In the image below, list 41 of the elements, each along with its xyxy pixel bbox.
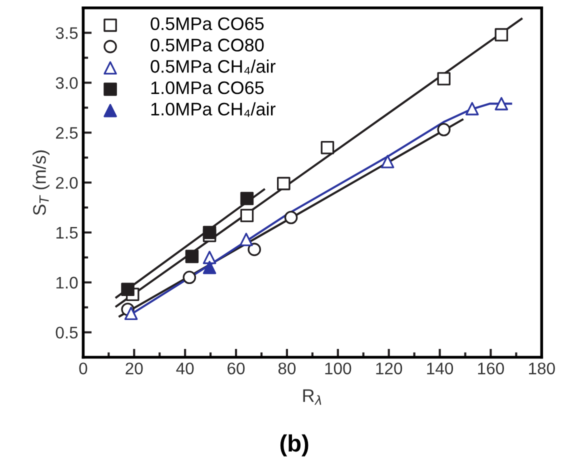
legend-label: 1.0MPa CH₄/air xyxy=(151,102,276,117)
legend-label: 1.0MPa CO65 xyxy=(151,81,264,94)
point xyxy=(202,250,216,264)
point xyxy=(320,140,334,154)
x-axis-title: R$_{λ}$ xyxy=(303,389,322,405)
y-tick-label: 3.0 xyxy=(56,77,78,89)
point xyxy=(240,208,254,222)
point xyxy=(124,306,138,320)
y-tick-label: 1.0 xyxy=(56,276,78,289)
x-tick-label: 60 xyxy=(228,362,245,374)
x-tick-label: 0 xyxy=(79,362,88,374)
point xyxy=(202,226,216,240)
point xyxy=(240,192,254,206)
point xyxy=(121,282,134,296)
x-tick-label: 140 xyxy=(427,362,454,374)
y-tick-label: 2.0 xyxy=(56,176,78,189)
x-tick-label: 20 xyxy=(126,362,143,374)
text: (b) xyxy=(280,434,308,456)
x-tick-label: 80 xyxy=(278,362,296,374)
point xyxy=(185,250,199,264)
y-tick-label: 1.5 xyxy=(56,227,78,239)
x-tick-label: 120 xyxy=(376,362,402,374)
y-tick-label: 0.5 xyxy=(56,326,78,339)
legend-label: 0.5MPa CO65 xyxy=(150,17,264,30)
y-tick-label: 2.5 xyxy=(56,127,78,139)
x-tick-label: 100 xyxy=(325,362,352,374)
x-tick-label: 40 xyxy=(176,362,194,374)
legend-label: 0.5MPa CH₄/air xyxy=(150,60,276,74)
y-tick-label: 3.5 xyxy=(56,27,78,39)
x-tick-label: 160 xyxy=(478,362,504,374)
legend-label: 0.5MPa CO80 xyxy=(150,38,264,52)
x-tick-label: 180 xyxy=(529,362,555,374)
point xyxy=(465,102,479,116)
point xyxy=(494,28,508,42)
point xyxy=(494,97,508,110)
point xyxy=(437,72,450,86)
point xyxy=(240,232,253,246)
point xyxy=(380,154,394,168)
y-axis-title: S$_{T}$ (m/s) xyxy=(32,150,50,216)
point xyxy=(277,176,290,190)
point xyxy=(202,260,216,274)
